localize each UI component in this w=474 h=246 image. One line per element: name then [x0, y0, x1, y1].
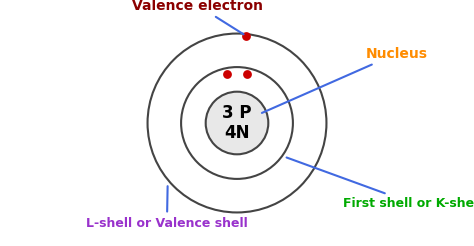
- Text: L-shell or Valence shell: L-shell or Valence shell: [86, 186, 248, 230]
- Text: 3 P
4N: 3 P 4N: [222, 104, 252, 142]
- Text: Valence electron: Valence electron: [132, 0, 264, 34]
- Text: Nucleus: Nucleus: [262, 47, 428, 113]
- Text: First shell or K-shell: First shell or K-shell: [287, 157, 474, 210]
- Point: [243, 72, 251, 76]
- Point: [223, 72, 231, 76]
- Point: [242, 34, 250, 38]
- Ellipse shape: [206, 92, 268, 154]
